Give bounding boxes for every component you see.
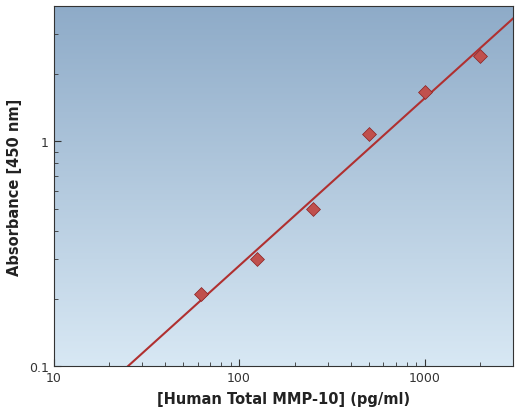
- Point: [197, 291, 205, 297]
- Y-axis label: Absorbance [450 nm]: Absorbance [450 nm]: [7, 98, 22, 275]
- Point: [253, 256, 261, 263]
- Point: [309, 206, 317, 213]
- Point: [476, 53, 485, 60]
- Point: [420, 90, 428, 97]
- X-axis label: [Human Total MMP-10] (pg/ml): [Human Total MMP-10] (pg/ml): [157, 391, 410, 406]
- Point: [365, 131, 373, 138]
